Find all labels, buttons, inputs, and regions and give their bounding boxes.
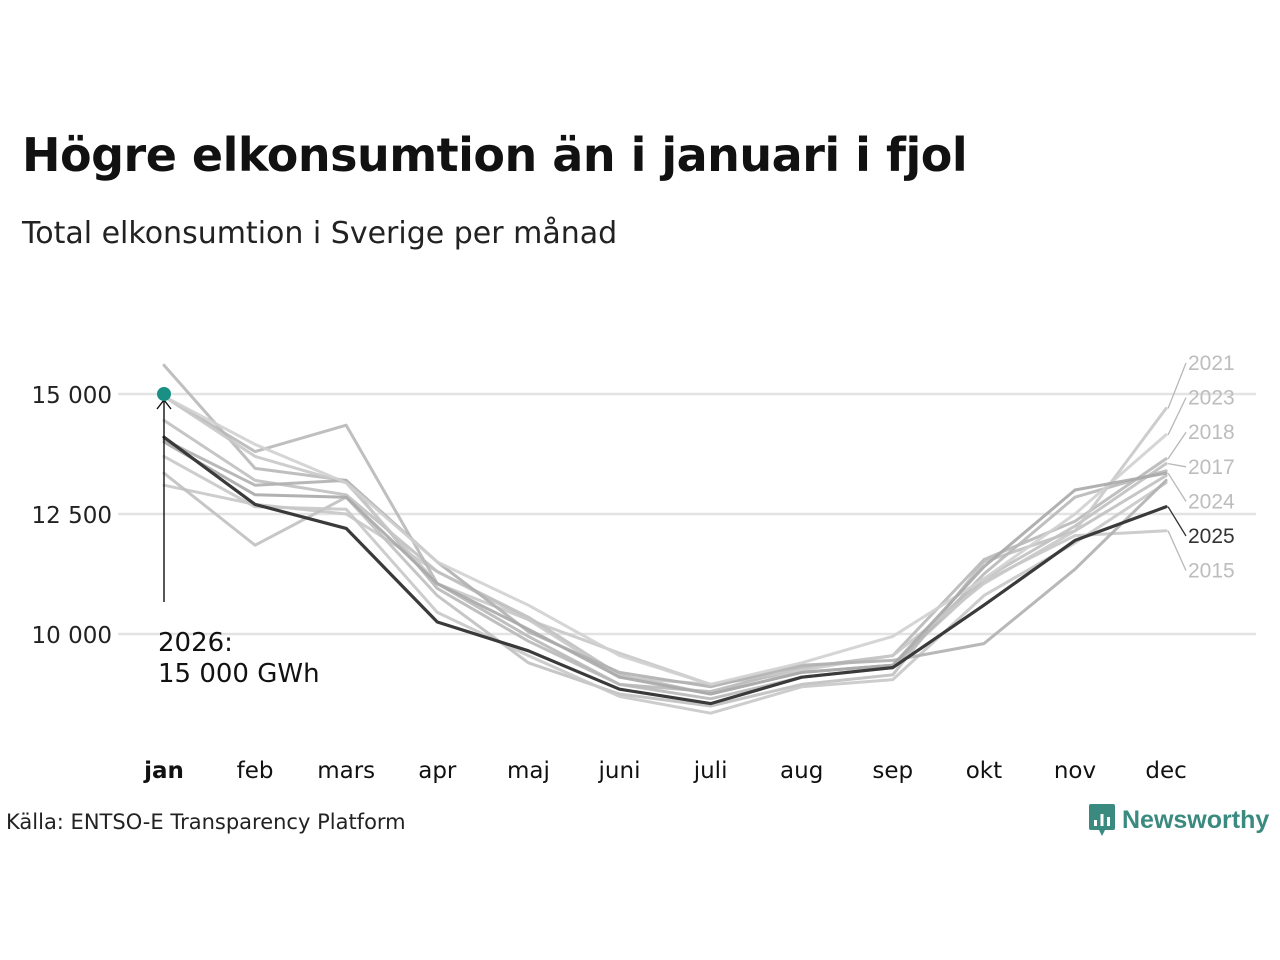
series-line-2023[interactable]: [162, 394, 1168, 686]
x-tick-label: maj: [507, 758, 550, 784]
leader-line-2024: [1167, 472, 1187, 502]
series-label-2018: 2018: [1188, 421, 1235, 444]
x-tick-label: sep: [872, 758, 913, 784]
x-tick-label: dec: [1145, 758, 1186, 784]
x-tick-label: okt: [966, 758, 1002, 784]
series-line-2018[interactable]: [162, 394, 1168, 694]
series-lines: [162, 363, 1168, 715]
brand-name: Newsworthy: [1122, 805, 1270, 834]
annotation: 2026: 15 000 GWh: [156, 387, 320, 689]
x-tick-label: jan: [143, 758, 184, 784]
y-tick-label: 12 500: [32, 503, 112, 529]
leader-line-2021: [1167, 362, 1187, 409]
x-tick-label: aug: [780, 758, 823, 784]
series-line-2024[interactable]: [162, 440, 1168, 696]
leader-line-2017: [1167, 462, 1187, 468]
series-label-2021: 2021: [1188, 352, 1235, 375]
series-label-2015: 2015: [1188, 560, 1235, 583]
series-label-2023: 2023: [1188, 387, 1235, 410]
x-tick-label: mars: [317, 758, 375, 784]
leader-line-2023: [1167, 397, 1187, 436]
y-axis-tick-labels: 10 000 12 500 15 000: [32, 383, 112, 649]
annotation-value-label: 15 000 GWh: [158, 659, 320, 689]
series-label-2017: 2017: [1188, 456, 1235, 479]
source-note: Källa: ENTSO-E Transparency Platform: [6, 810, 406, 834]
chart-subtitle: Total elkonsumtion i Sverige per månad: [22, 216, 618, 251]
chart-title: Högre elkonsumtion än i januari i fjol: [22, 128, 968, 182]
series-label-2024: 2024: [1188, 490, 1235, 513]
x-tick-label: juli: [693, 758, 728, 784]
highlight-point[interactable]: [157, 387, 171, 401]
x-axis-tick-labels: jan feb mars apr maj juni juli aug sep okt nov dec: [143, 758, 1187, 784]
series-line-2019[interactable]: [162, 363, 1168, 701]
y-tick-label: 10 000: [32, 623, 112, 649]
annotation-year-label: 2026:: [158, 628, 233, 658]
series-end-labels: 2021 2023 2018 2017 2024 2025 2015: [1167, 352, 1235, 583]
newsworthy-logo-icon: [1089, 804, 1115, 836]
series-line-2022[interactable]: [162, 438, 1168, 689]
series-line-2025[interactable]: [162, 435, 1168, 706]
series-line-2016[interactable]: [162, 471, 1168, 708]
y-tick-label: 15 000: [32, 383, 112, 409]
leader-line-2018: [1167, 431, 1187, 460]
leader-line-2025: [1167, 506, 1187, 537]
x-tick-label: feb: [237, 758, 274, 784]
x-tick-label: apr: [418, 758, 457, 784]
series-label-2025: 2025: [1188, 525, 1235, 548]
series-line-2020[interactable]: [162, 454, 1168, 715]
x-tick-label: juni: [598, 758, 641, 784]
leader-line-2015: [1167, 530, 1187, 571]
gridlines: [118, 392, 1256, 636]
x-tick-label: nov: [1054, 758, 1096, 784]
brand-logo[interactable]: Newsworthy: [1088, 802, 1269, 838]
